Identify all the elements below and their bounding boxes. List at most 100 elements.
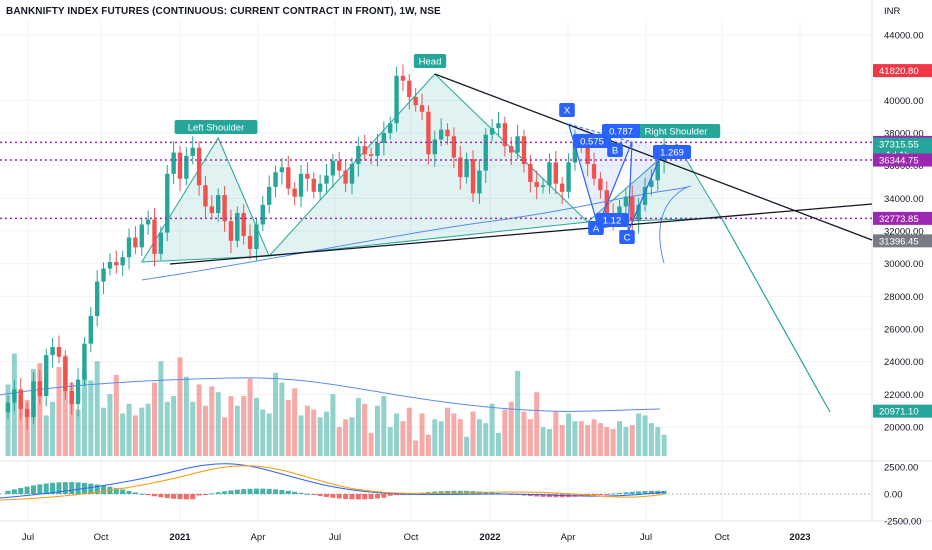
price-tag: 41820.80 <box>873 64 932 78</box>
y-tick-label: 38000.00 <box>884 129 924 140</box>
macd-histogram-bar <box>56 482 62 494</box>
volume-bar <box>292 388 298 456</box>
volume-bar <box>126 403 132 456</box>
head-zone <box>267 73 589 257</box>
volume-bar <box>623 427 629 456</box>
candle <box>273 165 278 198</box>
candle <box>177 146 183 192</box>
left-shoulder-label: Left Shoulder <box>174 120 258 134</box>
macd-histogram-bar <box>336 494 342 499</box>
price-axis: INR 44000.00 40000.00 38000.00 36000.00 34000… <box>873 6 932 528</box>
candle <box>349 157 355 195</box>
candle <box>101 262 106 295</box>
candle <box>559 177 565 205</box>
macd-histogram-bar <box>101 485 107 494</box>
volume-bar <box>445 407 451 456</box>
gridlines <box>0 0 932 522</box>
signal-line <box>0 465 665 501</box>
macd-tick-label: 0.00 <box>884 490 903 501</box>
candle <box>432 130 437 167</box>
currency-label: INR <box>884 6 901 17</box>
x-tick-label: Oct <box>715 532 730 543</box>
volume-bar <box>266 413 272 456</box>
volume-bar <box>56 367 62 456</box>
xabcd-b-label: B <box>607 143 623 157</box>
xabcd-x-label: X <box>559 103 575 117</box>
volume-bar <box>374 405 380 456</box>
candle <box>356 137 361 177</box>
svg-text:1.12: 1.12 <box>603 216 622 227</box>
target-projection-line <box>720 217 831 413</box>
candle <box>235 206 240 248</box>
macd-histogram-bar <box>610 493 616 495</box>
volume-bar <box>62 355 68 456</box>
volume-bar <box>604 427 610 456</box>
macd-histogram-bar <box>253 488 259 494</box>
candle <box>114 250 119 274</box>
candle <box>247 224 253 260</box>
y-tick-label: 44000.00 <box>884 31 924 42</box>
macd-histogram-bar <box>190 494 196 500</box>
volume-bars <box>5 353 667 456</box>
volume-bar <box>101 407 107 456</box>
macd-histogram-bar <box>69 482 75 494</box>
y-tick-label: 20000.00 <box>884 423 924 434</box>
macd-histogram-bar <box>311 494 317 495</box>
candle <box>528 155 533 193</box>
macd-histogram-bar <box>152 494 158 497</box>
candle <box>368 147 374 165</box>
y-tick-label: 36000.00 <box>884 161 924 172</box>
macd-histogram-bar <box>5 490 11 494</box>
candle <box>483 128 488 183</box>
volume-bar <box>368 432 374 456</box>
macd-histogram-bar <box>75 482 81 494</box>
candle <box>209 195 215 220</box>
right-shoulder-zone <box>586 143 723 223</box>
volume-bar <box>234 405 240 456</box>
macd-histogram-bar <box>597 494 603 495</box>
macd-histogram-bar <box>139 493 145 495</box>
volume-bar <box>228 396 234 456</box>
candle <box>591 152 597 186</box>
candle <box>145 210 151 235</box>
candle <box>88 306 94 353</box>
candle <box>407 74 412 110</box>
macd-histogram-bar <box>432 491 438 494</box>
volume-bar <box>502 409 508 456</box>
candle <box>254 217 259 262</box>
svg-text:Right Shoulder: Right Shoulder <box>645 127 708 138</box>
candle <box>413 88 418 112</box>
macd-histogram-bar <box>445 490 451 494</box>
macd-histogram-bar <box>387 494 393 496</box>
x-tick-label: 2022 <box>479 532 500 543</box>
macd-histogram-bar <box>483 491 489 494</box>
macd-histogram-bar <box>394 494 400 496</box>
candle <box>438 118 444 147</box>
svg-text:C: C <box>624 233 631 244</box>
macd-histogram-bar <box>324 494 329 497</box>
y-tick-label: 26000.00 <box>884 325 924 336</box>
candle <box>190 136 195 165</box>
candle <box>12 380 17 411</box>
macd-histogram-bar <box>126 490 132 494</box>
svg-text:X: X <box>564 106 571 117</box>
svg-text:32773.85: 32773.85 <box>879 214 919 225</box>
macd-line <box>0 463 665 499</box>
x-tick-label: Oct <box>94 532 109 543</box>
volume-bar <box>113 374 119 456</box>
macd-histogram-bar <box>113 488 119 494</box>
svg-text:0.787: 0.787 <box>609 127 633 138</box>
macd-histogram-bar <box>209 493 215 495</box>
y-tick-label: 22000.00 <box>884 390 924 401</box>
volume-bar <box>304 405 310 456</box>
volume-bar <box>400 421 406 456</box>
candle <box>362 134 367 161</box>
volume-bar <box>317 417 323 456</box>
svg-text:41820.80: 41820.80 <box>879 66 919 77</box>
xabcd-ratio-xb: 0.575 <box>573 134 611 148</box>
macd-histogram-bar <box>279 490 285 494</box>
candle <box>184 146 189 186</box>
y-tick-label: 34000.00 <box>884 194 924 205</box>
volume-bar <box>546 428 552 456</box>
